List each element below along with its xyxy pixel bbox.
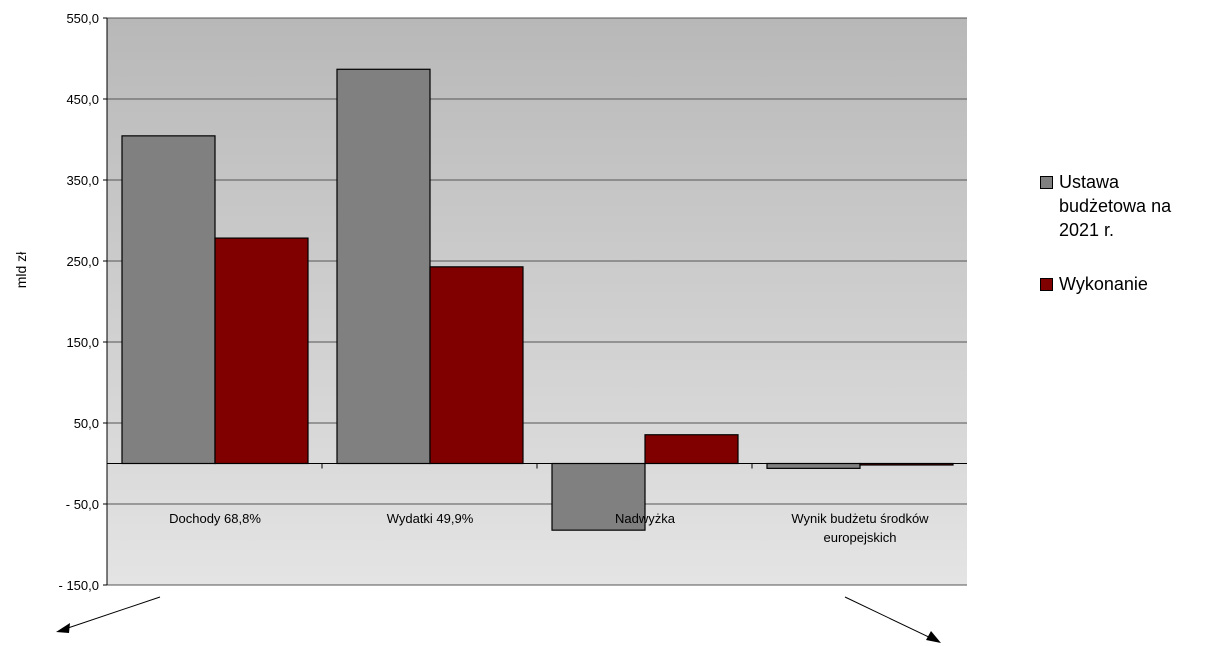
legend-item-ustawa: Ustawa budżetowa na 2021 r. bbox=[1040, 170, 1210, 242]
bars bbox=[121, 68, 954, 531]
legend-swatch-wykonanie bbox=[1040, 278, 1053, 291]
axes bbox=[103, 17, 967, 586]
category-label: Dochody 68,8% bbox=[169, 511, 261, 526]
bar bbox=[429, 266, 524, 465]
legend: Ustawa budżetowa na 2021 r. Wykonanie bbox=[1040, 170, 1210, 326]
arrow-left bbox=[61, 596, 161, 631]
legend-item-wykonanie: Wykonanie bbox=[1040, 272, 1210, 296]
legend-label-ustawa: Ustawa budżetowa na 2021 r. bbox=[1059, 172, 1172, 240]
bar bbox=[644, 434, 739, 465]
arrow-right bbox=[844, 596, 936, 641]
y-tick-label: 350,0 bbox=[66, 173, 99, 188]
legend-swatch-ustawa bbox=[1040, 176, 1053, 189]
y-tick-label: - 50,0 bbox=[66, 497, 99, 512]
y-tick-label: 150,0 bbox=[66, 335, 99, 350]
category-label: Wydatki 49,9% bbox=[387, 511, 474, 526]
category-label: Wynik budżetu środków bbox=[791, 511, 929, 526]
y-tick-labels: 550,0 450,0 350,0 250,0 150,0 50,0 - 50,0 - 150… bbox=[59, 11, 99, 593]
y-tick-label: - 150,0 bbox=[59, 578, 99, 593]
legend-label-wykonanie: Wykonanie bbox=[1059, 274, 1148, 294]
category-label: europejskich bbox=[824, 530, 897, 545]
category-labels: Dochody 68,8% Wydatki 49,9% Nadwyżka Wynik … bbox=[169, 511, 929, 545]
arrow-left-head bbox=[56, 623, 70, 633]
y-axis-label: mld zł bbox=[13, 251, 29, 288]
y-tick-label: 550,0 bbox=[66, 11, 99, 26]
bar bbox=[551, 462, 646, 531]
bar bbox=[214, 237, 309, 465]
annotation-arrows bbox=[56, 596, 941, 643]
category-label: Nadwyżka bbox=[615, 511, 676, 526]
y-tick-label: 50,0 bbox=[74, 416, 99, 431]
bar bbox=[121, 135, 216, 465]
bar bbox=[766, 462, 861, 469]
arrow-right-head bbox=[926, 631, 941, 643]
y-tick-label: 250,0 bbox=[66, 254, 99, 269]
y-tick-label: 450,0 bbox=[66, 92, 99, 107]
bar bbox=[336, 68, 431, 465]
